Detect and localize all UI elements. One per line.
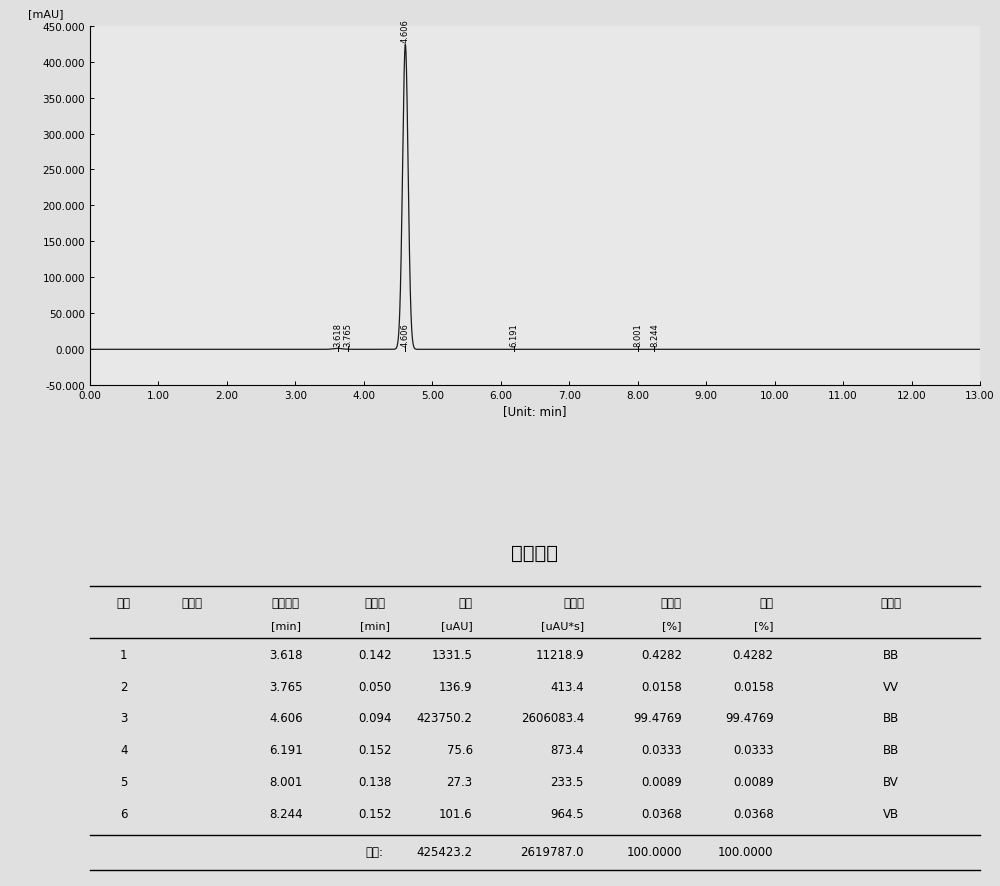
Text: VB: VB xyxy=(883,807,899,820)
Text: [uAU]: [uAU] xyxy=(441,620,473,630)
Text: BB: BB xyxy=(883,648,899,661)
Text: VV: VV xyxy=(883,680,899,693)
Text: 99.4769: 99.4769 xyxy=(725,711,774,725)
Text: 8.244: 8.244 xyxy=(269,807,303,820)
Text: 2606083.4: 2606083.4 xyxy=(521,711,584,725)
Text: 0.094: 0.094 xyxy=(358,711,392,725)
Text: 4: 4 xyxy=(120,743,128,757)
Text: 136.9: 136.9 xyxy=(439,680,473,693)
Text: 峰面积: 峰面积 xyxy=(563,596,584,610)
Text: BV: BV xyxy=(883,775,899,789)
Text: 0.050: 0.050 xyxy=(358,680,391,693)
Text: 保留时间: 保留时间 xyxy=(272,596,300,610)
Text: 233.5: 233.5 xyxy=(551,775,584,789)
Text: 0.138: 0.138 xyxy=(358,775,391,789)
Text: 3.765: 3.765 xyxy=(343,323,352,346)
X-axis label: [Unit: min]: [Unit: min] xyxy=(503,405,567,418)
Text: BB: BB xyxy=(883,711,899,725)
Text: 6.191: 6.191 xyxy=(509,323,518,346)
Text: 4.606: 4.606 xyxy=(401,19,410,43)
Text: 半峰宽: 半峰宽 xyxy=(364,596,385,610)
Text: 100.0000: 100.0000 xyxy=(718,844,774,858)
Text: 5: 5 xyxy=(120,775,128,789)
Text: 3: 3 xyxy=(120,711,128,725)
Text: [%]: [%] xyxy=(754,620,774,630)
Text: [min]: [min] xyxy=(360,620,390,630)
Text: 0.0158: 0.0158 xyxy=(641,680,682,693)
Text: 423750.2: 423750.2 xyxy=(417,711,473,725)
Text: 873.4: 873.4 xyxy=(550,743,584,757)
Text: [mAU]: [mAU] xyxy=(28,10,63,19)
Text: 3.765: 3.765 xyxy=(269,680,303,693)
Text: 1: 1 xyxy=(120,648,128,661)
Text: 100.0000: 100.0000 xyxy=(626,844,682,858)
Text: [%]: [%] xyxy=(662,620,682,630)
Text: 总计:: 总计: xyxy=(366,844,384,858)
Text: 0.0368: 0.0368 xyxy=(733,807,774,820)
Text: 0.142: 0.142 xyxy=(358,648,392,661)
Text: 3.618: 3.618 xyxy=(269,648,303,661)
Text: BB: BB xyxy=(883,743,899,757)
Text: 1331.5: 1331.5 xyxy=(432,648,473,661)
Text: 峰类型: 峰类型 xyxy=(881,596,902,610)
Text: 8.001: 8.001 xyxy=(633,323,642,346)
Text: 0.0368: 0.0368 xyxy=(641,807,682,820)
Text: 964.5: 964.5 xyxy=(550,807,584,820)
Text: 99.4769: 99.4769 xyxy=(633,711,682,725)
Text: 0.152: 0.152 xyxy=(358,807,392,820)
Text: 8.244: 8.244 xyxy=(650,323,659,346)
Text: 3.618: 3.618 xyxy=(333,323,342,346)
Text: 4.606: 4.606 xyxy=(401,323,410,346)
Text: 0.0333: 0.0333 xyxy=(641,743,682,757)
Text: 27.3: 27.3 xyxy=(447,775,473,789)
Text: [min]: [min] xyxy=(271,620,301,630)
Text: 0.4282: 0.4282 xyxy=(641,648,682,661)
Text: 组分名: 组分名 xyxy=(182,596,203,610)
Text: 峰面积: 峰面积 xyxy=(661,596,682,610)
Text: 75.6: 75.6 xyxy=(447,743,473,757)
Text: [uAU*s]: [uAU*s] xyxy=(541,620,584,630)
Text: 6.191: 6.191 xyxy=(269,743,303,757)
Text: 6: 6 xyxy=(120,807,128,820)
Text: 峰高: 峰高 xyxy=(459,596,473,610)
Text: 0.152: 0.152 xyxy=(358,743,392,757)
Text: 0.0089: 0.0089 xyxy=(641,775,682,789)
Text: 含量: 含量 xyxy=(760,596,774,610)
Text: 0.0333: 0.0333 xyxy=(733,743,774,757)
Text: 0.0158: 0.0158 xyxy=(733,680,774,693)
Text: 0.0089: 0.0089 xyxy=(733,775,774,789)
Text: 4.606: 4.606 xyxy=(269,711,303,725)
Text: 11218.9: 11218.9 xyxy=(535,648,584,661)
Text: 2619787.0: 2619787.0 xyxy=(520,844,584,858)
Text: 分析结果: 分析结果 xyxy=(512,543,558,563)
Text: 0.4282: 0.4282 xyxy=(733,648,774,661)
Text: 峰序: 峰序 xyxy=(117,596,131,610)
Text: 425423.2: 425423.2 xyxy=(417,844,473,858)
Text: 8.001: 8.001 xyxy=(269,775,302,789)
Text: 2: 2 xyxy=(120,680,128,693)
Text: 101.6: 101.6 xyxy=(439,807,473,820)
Text: 413.4: 413.4 xyxy=(550,680,584,693)
